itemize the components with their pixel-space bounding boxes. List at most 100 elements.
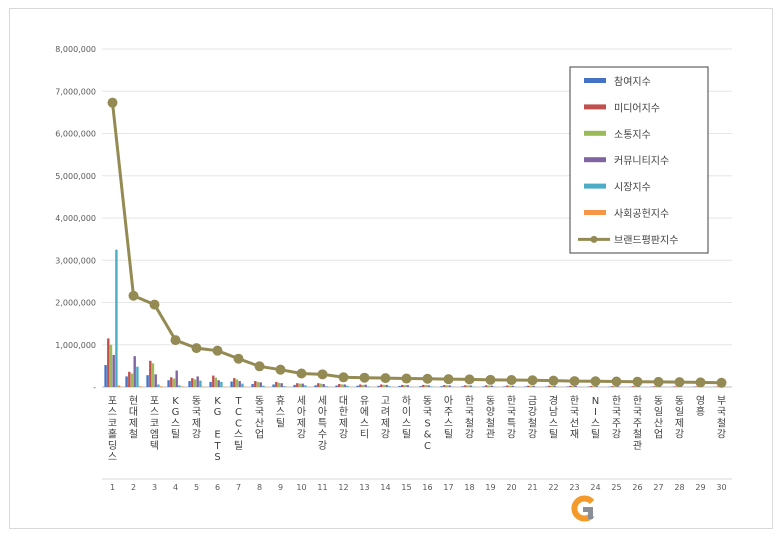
rank-label: 26 [632, 483, 642, 492]
bar-1-1 [104, 365, 107, 387]
gridlines [102, 48, 732, 388]
bar-1-23 [566, 386, 569, 387]
legend-marker [590, 235, 598, 243]
bar-2-26 [632, 386, 635, 387]
bar-2-13 [359, 384, 362, 387]
y-tick-label: 4,000,000 [55, 214, 96, 223]
legend-swatch [584, 78, 606, 83]
bar-3-12 [340, 384, 344, 387]
bar-1-15 [398, 385, 401, 387]
bar-5-6 [220, 381, 223, 387]
bar-3-6 [214, 377, 218, 387]
bar-1-22 [545, 386, 548, 387]
brand-line-point [254, 361, 265, 372]
rank-label: 11 [317, 483, 327, 492]
bar-1-9 [272, 384, 275, 387]
bar-5-8 [262, 385, 265, 387]
rank-label: 6 [215, 483, 220, 492]
y-tick-label: 2,000,000 [55, 299, 96, 308]
bar-4-12 [343, 384, 346, 387]
bar-5-2 [136, 366, 139, 387]
bar-3-22 [550, 385, 554, 387]
bar-4-1 [112, 354, 115, 387]
legend-label: 브랜드평판지수 [614, 234, 678, 246]
brand-line-point [527, 375, 538, 386]
brand-line-point [191, 343, 202, 354]
bar-2-4 [170, 377, 173, 387]
bar-2-30 [716, 386, 719, 387]
rank-label: 18 [464, 483, 474, 492]
bar-1-13 [356, 385, 359, 387]
bar-1-19 [482, 386, 485, 387]
brand-line-point [212, 345, 223, 356]
bar-1-8 [251, 384, 254, 387]
bar-1-21 [524, 386, 527, 387]
bar-4-10 [301, 383, 304, 387]
chart-canvas: - 1,000,000 2,000,000 3,000,000 4,000,000 5,0… [55, 45, 732, 522]
bar-3-13 [361, 384, 365, 387]
rank-label: 1 [110, 483, 115, 492]
rank-label: 19 [485, 483, 495, 492]
rank-label: 29 [695, 483, 705, 492]
bar-2-9 [275, 381, 278, 387]
brand-line-point [569, 376, 580, 387]
rank-label: 3 [152, 483, 157, 492]
bar-1-11 [314, 385, 317, 387]
bar-4-21 [532, 385, 535, 387]
bar-4-23 [574, 385, 577, 387]
y-tick-label: 5,000,000 [55, 172, 96, 181]
rank-label: 20 [506, 483, 516, 492]
bar-4-14 [385, 384, 388, 387]
y-tick-label: 8,000,000 [55, 45, 96, 54]
brand-line-point [464, 374, 475, 385]
bar-6-3 [159, 386, 163, 387]
bar-1-14 [377, 385, 380, 387]
bar-3-7 [235, 379, 239, 387]
brand-line-point [359, 372, 370, 383]
bar-2-2 [128, 371, 131, 387]
rank-label: 8 [257, 483, 262, 492]
rank-label: 4 [173, 483, 178, 492]
bar-3-21 [529, 385, 533, 387]
bar-3-4 [172, 378, 176, 387]
bar-2-21 [527, 385, 530, 387]
bar-5-9 [283, 386, 286, 387]
rank-label: 9 [278, 483, 283, 492]
bar-3-20 [508, 385, 512, 387]
bar-2-1 [107, 338, 110, 387]
bar-4-24 [595, 386, 598, 387]
brand-line-point [506, 375, 517, 386]
brand-line-point [590, 376, 601, 387]
bar-4-5 [196, 376, 199, 387]
bar-4-9 [280, 383, 283, 387]
bar-5-12 [346, 385, 349, 387]
bar-2-28 [674, 386, 677, 387]
y-tick-label: 3,000,000 [55, 256, 96, 265]
rank-labels: 1 2 3 4 5 6 7 8 9 10 11 12 13 14 15 16 17 18 19 20 21 22 23 24 2… [102, 478, 732, 492]
bar-2-6 [212, 375, 215, 387]
bar-5-5 [199, 380, 202, 387]
bar-4-13 [364, 384, 367, 387]
bar-5-3 [157, 384, 160, 387]
legend-label: 소통지수 [614, 129, 651, 141]
bar-3-26 [634, 386, 638, 387]
brand-line-point [296, 368, 307, 379]
bar-5-1 [115, 249, 118, 387]
bar-4-22 [553, 385, 556, 387]
bar-5-13 [367, 386, 370, 387]
legend-swatch [584, 157, 606, 163]
bar-3-8 [256, 381, 260, 387]
brand-line-point [233, 353, 244, 364]
bar-1-10 [293, 384, 296, 387]
